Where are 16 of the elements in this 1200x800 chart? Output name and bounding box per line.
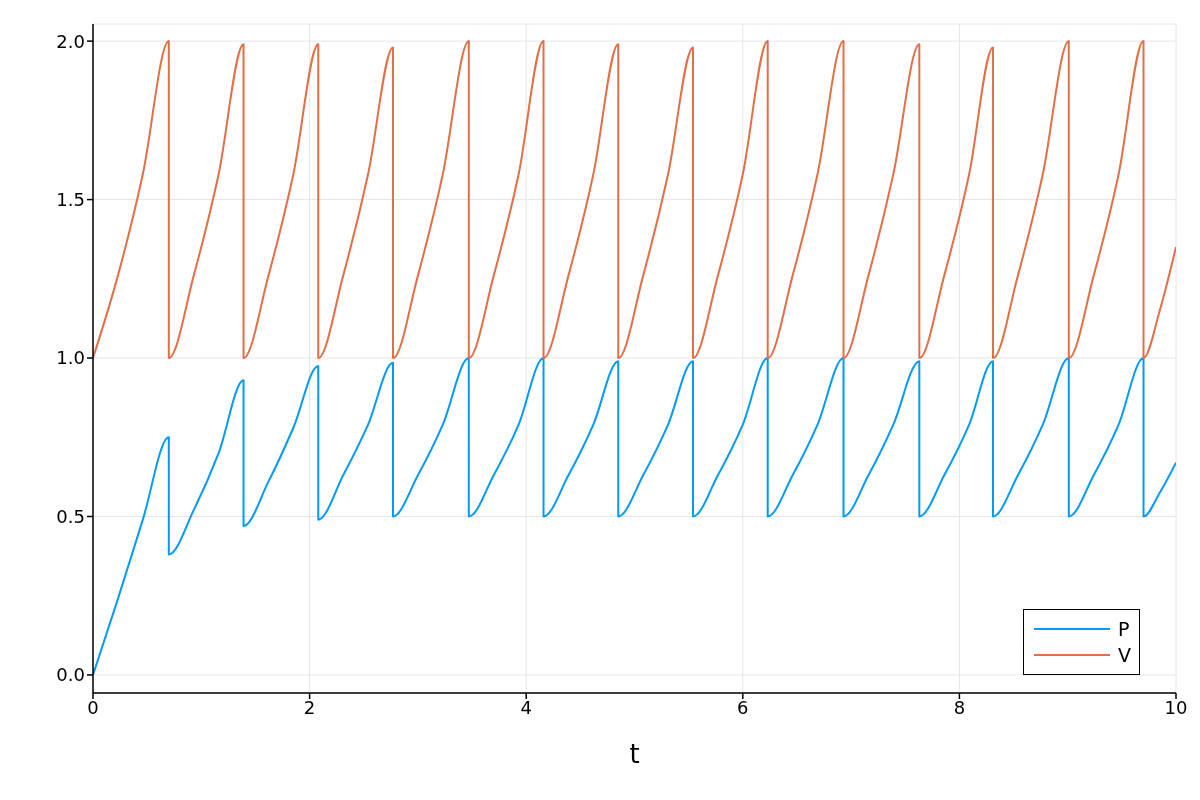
y-tick-label: 1.0 xyxy=(56,347,85,369)
x-tick-label: 8 xyxy=(953,696,966,718)
x-tick-label: 4 xyxy=(520,696,532,718)
line-series xyxy=(93,40,1176,360)
legend-label: V xyxy=(1118,644,1131,666)
x-tick-label: 6 xyxy=(737,696,749,718)
line-series xyxy=(93,357,1176,676)
y-tick-label: 0.5 xyxy=(56,505,85,527)
x-tick-label: 10 xyxy=(1164,696,1188,718)
y-tick-label: 0.0 xyxy=(56,664,85,686)
legend-label: P xyxy=(1118,618,1130,640)
y-tick-label: 2.0 xyxy=(56,30,85,52)
x-tick-label: 2 xyxy=(303,696,316,718)
x-axis-title: t xyxy=(629,739,640,769)
x-tick-label: 0 xyxy=(87,696,99,718)
y-tick-label: 1.5 xyxy=(56,188,85,210)
